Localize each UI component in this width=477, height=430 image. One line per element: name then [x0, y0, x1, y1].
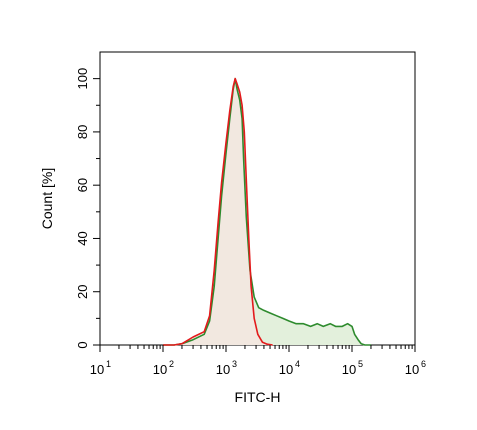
y-axis: 0 20 40 60 80 100 [75, 68, 100, 349]
x-tick-exponent: 6 [421, 359, 426, 369]
x-tick-exponent: 3 [232, 359, 237, 369]
x-tick-exponent: 2 [169, 359, 174, 369]
y-tick-label: 20 [75, 284, 90, 298]
x-axis-label: FITC-H [235, 389, 281, 405]
y-axis-label: Count [%] [39, 168, 55, 229]
series-0-line [163, 77, 371, 346]
series-0-fill [163, 78, 371, 345]
x-tick-label: 10 [216, 362, 230, 377]
x-axis: 10 1 10 2 10 3 10 4 10 5 10 6 [90, 345, 426, 377]
x-tick-label: 10 [405, 362, 419, 377]
y-tick-label: 40 [75, 231, 90, 245]
x-tick-label: 10 [279, 362, 293, 377]
y-tick-label: 0 [75, 341, 90, 348]
x-tick-label: 10 [342, 362, 356, 377]
y-tick-label: 80 [75, 125, 90, 139]
x-tick-exponent: 5 [358, 359, 363, 369]
series-1-line [163, 77, 273, 346]
x-tick-label: 10 [90, 362, 104, 377]
y-tick-label: 100 [75, 68, 90, 90]
y-tick-label: 60 [75, 178, 90, 192]
series-1-fill [163, 78, 273, 345]
x-tick-label: 10 [153, 362, 167, 377]
plot-frame [99, 51, 416, 346]
series-layer [163, 77, 371, 346]
x-tick-exponent: 1 [106, 359, 111, 369]
plot-area [99, 51, 416, 346]
x-tick-exponent: 4 [295, 359, 300, 369]
